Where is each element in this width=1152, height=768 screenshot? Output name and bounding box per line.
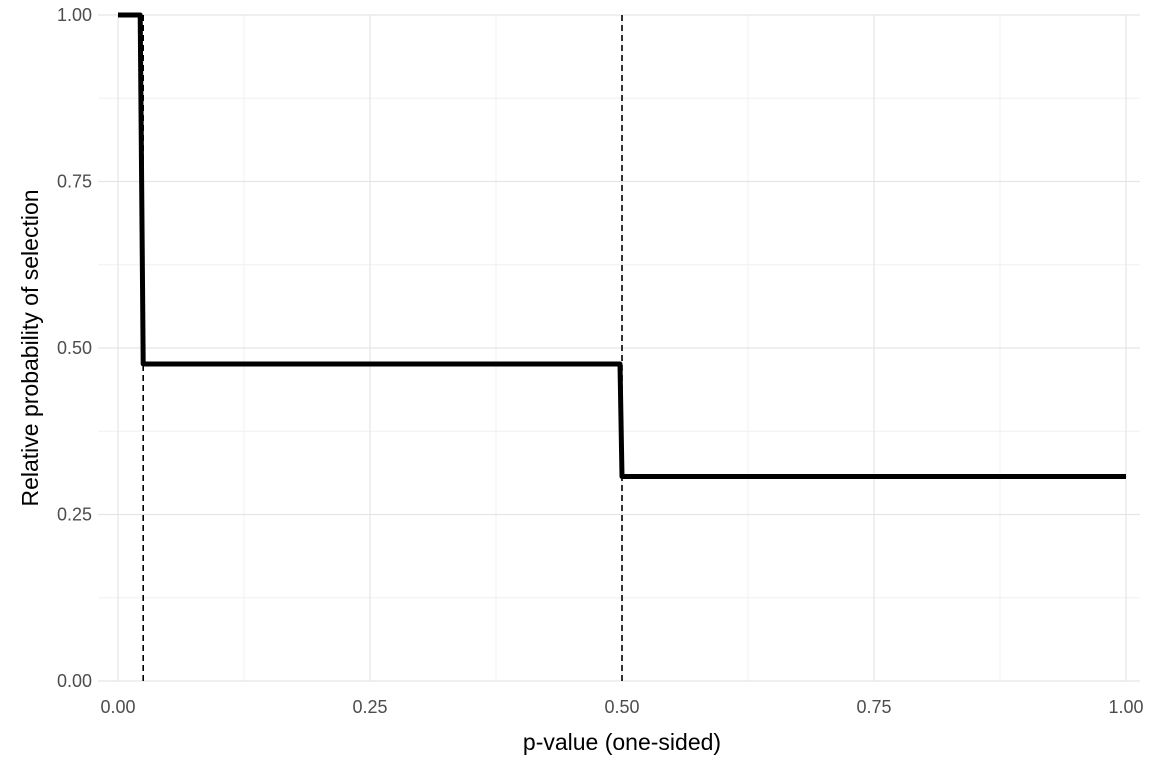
y-axis-title: Relative probability of selection [17,189,43,506]
y-tick-label: 0.75 [57,172,92,192]
y-tick-label: 0.00 [57,671,92,691]
x-tick-label: 1.00 [1108,697,1143,717]
x-tick-label: 0.00 [100,697,135,717]
y-axis-ticks: 0.00 0.25 0.50 0.75 1.00 [57,5,92,691]
x-axis-ticks: 0.00 0.25 0.50 0.75 1.00 [100,697,1143,717]
y-tick-label: 0.50 [57,338,92,358]
x-tick-label: 0.75 [856,697,891,717]
series-line [118,12,1126,479]
y-tick-label: 0.25 [57,505,92,525]
x-tick-label: 0.25 [352,697,387,717]
major-gridlines [98,14,1140,682]
x-tick-label: 0.50 [604,697,639,717]
x-axis-title: p-value (one-sided) [523,729,721,755]
y-tick-label: 1.00 [57,5,92,25]
series-layer [118,12,1126,479]
